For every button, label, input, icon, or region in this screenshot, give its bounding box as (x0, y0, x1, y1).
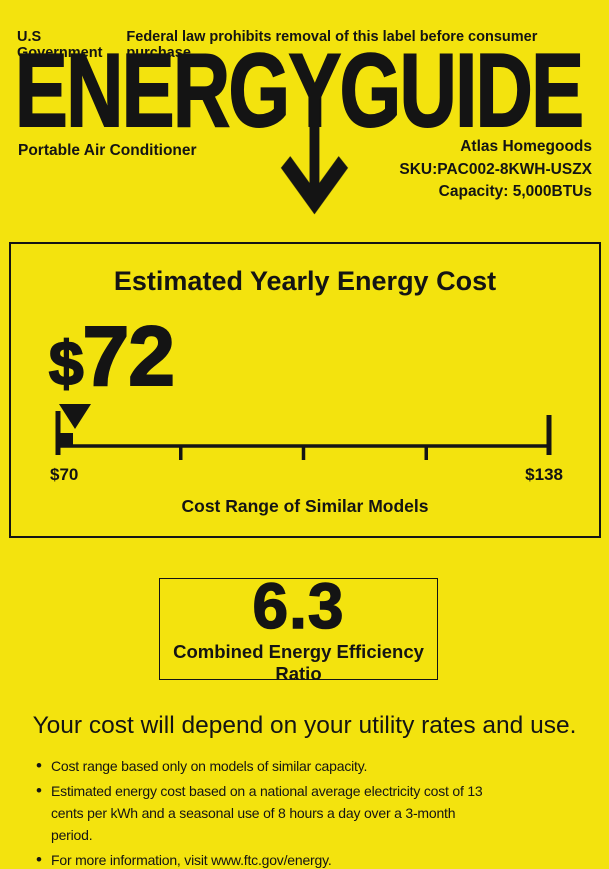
title-y-wrap: Y (280, 38, 348, 215)
brand-block: Atlas Homegoods SKU:PAC002-8KWH-USZX Cap… (399, 136, 592, 204)
efficiency-label: Combined Energy Efficiency Ratio (173, 640, 424, 684)
title-guide: GUIDE (339, 33, 585, 149)
energy-guide-title: ENERG Y GUIDE (14, 33, 609, 219)
arrow-head (280, 156, 348, 215)
sku: SKU:PAC002-8KWH-USZX (399, 160, 592, 178)
cost-scale (55, 404, 552, 460)
footnote-text: Cost range based only on models of simil… (51, 758, 368, 774)
cost-marker-base (59, 433, 73, 446)
utility-note: Your cost will depend on your utility ra… (32, 712, 577, 739)
title-energ: ENERG (14, 33, 291, 149)
scale-caption: Cost Range of Similar Models (181, 496, 429, 516)
efficiency-value: 6.3 (252, 569, 345, 642)
footnote-item: • For more information, visit www.ftc.go… (36, 849, 498, 869)
bullet-icon: • (36, 781, 42, 800)
title-text: ENERG Y GUIDE (14, 33, 585, 215)
footnote-text: Estimated energy cost based on a nationa… (51, 783, 483, 843)
footnotes-list: • Cost range based only on models of sim… (36, 755, 498, 869)
cost-amount: 72 (81, 309, 175, 403)
scale-max-label: $138 (525, 465, 563, 484)
bullet-icon: • (36, 850, 42, 869)
footnote-item: • Cost range based only on models of sim… (36, 755, 498, 777)
down-arrow-icon (280, 99, 348, 215)
cost-marker-icon (59, 404, 91, 429)
bullet-icon: • (36, 756, 42, 775)
top-row: U.S Government Federal law prohibits rem… (17, 29, 592, 61)
scale-min-label: $70 (50, 465, 79, 484)
capacity: Capacity: 5,000BTUs (438, 183, 592, 200)
government-label: U.S Government (17, 29, 103, 61)
efficiency-section: 6.3 Combined Energy Efficiency Ratio (159, 573, 438, 684)
cost-heading: Estimated Yearly Energy Cost (113, 266, 497, 296)
brand-name: Atlas Homegoods (460, 138, 592, 155)
product-type: Portable Air Conditioner (18, 142, 197, 159)
currency-symbol: $ (48, 329, 85, 400)
cost-section: Estimated Yearly Energy Cost $72 $70 $13… (9, 242, 601, 538)
federal-notice: Federal law prohibits removal of this la… (126, 29, 538, 61)
footnote-item: • Estimated energy cost based on a natio… (36, 780, 498, 846)
footnote-text: For more information, visit www.ftc.gov/… (51, 852, 332, 868)
arrow-shaft (309, 99, 320, 191)
yearly-cost-value: $72 (48, 309, 176, 403)
